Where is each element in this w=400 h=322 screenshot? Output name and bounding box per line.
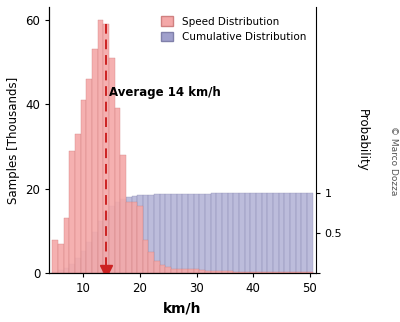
Bar [273, 272, 279, 273]
Bar [132, 202, 137, 273]
X-axis label: km/h: km/h [163, 301, 202, 315]
Bar [80, 251, 86, 273]
Bar [200, 270, 205, 273]
Bar [154, 261, 160, 273]
Bar [182, 194, 188, 273]
Bar [177, 194, 182, 273]
Bar [250, 193, 256, 273]
Bar [296, 193, 301, 273]
Bar [222, 194, 228, 273]
Bar [262, 193, 267, 273]
Bar [109, 58, 114, 273]
Bar [98, 221, 103, 273]
Bar [301, 193, 307, 273]
Bar [58, 244, 64, 273]
Bar [211, 194, 216, 273]
Bar [64, 268, 69, 273]
Bar [284, 193, 290, 273]
Bar [245, 272, 250, 273]
Bar [279, 272, 284, 273]
Bar [194, 194, 200, 273]
Bar [228, 271, 234, 273]
Bar [148, 194, 154, 273]
Bar [86, 79, 92, 273]
Bar [200, 194, 205, 273]
Bar [296, 272, 301, 273]
Bar [262, 272, 267, 273]
Bar [132, 195, 137, 273]
Bar [239, 272, 245, 273]
Bar [103, 24, 109, 273]
Bar [234, 272, 239, 273]
Bar [171, 269, 177, 273]
Bar [86, 242, 92, 273]
Bar [166, 267, 171, 273]
Bar [301, 272, 307, 273]
Bar [143, 195, 148, 273]
Bar [114, 109, 120, 273]
Text: Average 14 km/h: Average 14 km/h [110, 86, 221, 99]
Bar [307, 272, 313, 273]
Bar [126, 202, 132, 273]
Bar [188, 194, 194, 273]
Y-axis label: Probability: Probability [356, 109, 369, 172]
Bar [182, 269, 188, 273]
Bar [216, 194, 222, 273]
Bar [245, 193, 250, 273]
Bar [137, 195, 143, 273]
Legend: Speed Distribution, Cumulative Distribution: Speed Distribution, Cumulative Distribut… [157, 12, 310, 46]
Bar [160, 194, 166, 273]
Bar [284, 272, 290, 273]
Bar [256, 272, 262, 273]
Bar [98, 20, 103, 273]
Bar [216, 271, 222, 273]
Bar [137, 206, 143, 273]
Bar [69, 264, 75, 273]
Bar [52, 240, 58, 273]
Bar [148, 252, 154, 273]
Bar [234, 193, 239, 273]
Bar [177, 269, 182, 273]
Bar [92, 232, 98, 273]
Bar [290, 193, 296, 273]
Bar [166, 194, 171, 273]
Bar [267, 272, 273, 273]
Bar [109, 206, 114, 273]
Bar [171, 194, 177, 273]
Bar [205, 270, 211, 273]
Y-axis label: Samples [Thousands]: Samples [Thousands] [7, 77, 20, 204]
Text: © Marco Dozza: © Marco Dozza [389, 126, 398, 196]
Bar [267, 193, 273, 273]
Bar [307, 193, 313, 273]
Bar [114, 202, 120, 273]
Bar [256, 193, 262, 273]
Bar [222, 271, 228, 273]
Bar [188, 269, 194, 273]
Bar [239, 193, 245, 273]
Bar [211, 271, 216, 273]
Bar [160, 265, 166, 273]
Bar [194, 269, 200, 273]
Bar [228, 194, 234, 273]
Bar [205, 194, 211, 273]
Bar [273, 193, 279, 273]
Bar [80, 100, 86, 273]
Bar [52, 272, 58, 273]
Bar [103, 213, 109, 273]
Bar [154, 194, 160, 273]
Bar [92, 49, 98, 273]
Bar [69, 151, 75, 273]
Bar [290, 272, 296, 273]
Bar [143, 240, 148, 273]
Bar [126, 197, 132, 273]
Bar [120, 155, 126, 273]
Bar [75, 258, 80, 273]
Bar [250, 272, 256, 273]
Bar [58, 270, 64, 273]
Bar [279, 193, 284, 273]
Bar [120, 199, 126, 273]
Bar [75, 134, 80, 273]
Bar [64, 218, 69, 273]
